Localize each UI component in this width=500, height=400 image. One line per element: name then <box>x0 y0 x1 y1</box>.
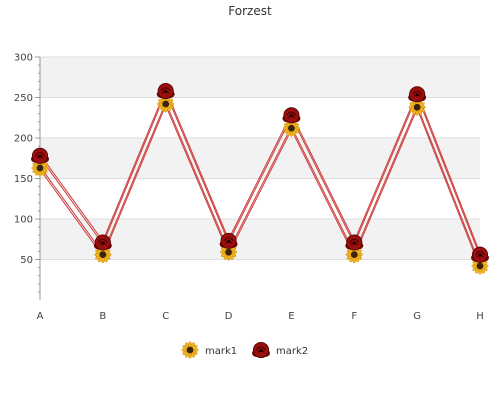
y-tick-label: 150 <box>14 174 33 185</box>
band <box>40 219 480 260</box>
x-tick-label: C <box>162 311 169 322</box>
data-point-mark1-E <box>282 119 300 137</box>
rose-fold <box>160 87 171 92</box>
series-markers <box>31 82 489 275</box>
legend: mark1 mark2 <box>181 341 308 359</box>
rose-core <box>259 348 263 353</box>
rose-core <box>415 93 419 97</box>
sunflower-center <box>350 251 358 258</box>
axes <box>35 56 41 300</box>
rose-fold <box>286 111 297 116</box>
background-bands <box>40 57 480 260</box>
band <box>40 138 480 179</box>
y-tick-label: 50 <box>20 255 33 266</box>
rose-core <box>101 241 105 245</box>
data-point-mark2-G <box>408 86 427 103</box>
legend-label-mark1: mark1 <box>205 346 237 357</box>
rose-core <box>226 239 231 243</box>
rose-fold <box>223 237 234 242</box>
x-tick-label: B <box>99 311 106 322</box>
y-tick-label: 200 <box>14 134 33 145</box>
y-tick-label: 250 <box>14 93 33 104</box>
data-point-mark2-H <box>471 246 489 263</box>
series-line-mark2 <box>39 91 481 257</box>
sunflower-center <box>288 124 295 132</box>
legend-label-mark2: mark2 <box>276 346 308 357</box>
y-tick-label: 100 <box>14 215 33 226</box>
rose-fold <box>97 238 108 243</box>
rose-fold <box>412 90 423 95</box>
rose-core <box>164 89 168 94</box>
rose-core <box>289 114 294 118</box>
rose-core <box>352 241 356 245</box>
sunflower-center <box>186 346 194 354</box>
series-line-mark2 <box>39 88 481 254</box>
y-tick-label: 300 <box>14 53 33 64</box>
series-line-mark1 <box>39 104 481 268</box>
data-point-mark2-F <box>345 234 364 251</box>
x-tick-label: G <box>413 311 421 322</box>
data-point-mark2-C <box>156 82 175 100</box>
rose-fold <box>349 238 360 243</box>
x-axis-ticks: A B C D E F G H <box>37 311 484 322</box>
y-axis-ticks: 50 100 150 200 250 300 <box>14 53 33 267</box>
x-tick-label: D <box>225 311 233 322</box>
rose-core <box>38 154 42 158</box>
sunflower-center <box>162 100 170 108</box>
sunflower-center <box>413 103 421 111</box>
data-point-mark2-D <box>219 232 238 249</box>
rose-fold <box>475 250 485 255</box>
chart-title: Forzest <box>228 4 272 18</box>
rose-fold <box>35 152 45 157</box>
band <box>40 57 480 98</box>
x-tick-label: H <box>476 311 484 322</box>
data-point-mark2-A <box>31 147 49 164</box>
rose-core <box>478 253 482 257</box>
series-lines <box>39 88 481 268</box>
data-point-mark1-F <box>345 246 363 264</box>
sunflower-center <box>476 262 484 270</box>
x-tick-label: E <box>288 311 294 322</box>
rose-icon <box>252 341 270 359</box>
x-tick-label: A <box>37 311 44 322</box>
sunflower-icon <box>181 341 199 359</box>
x-tick-label: F <box>351 311 357 322</box>
sunflower-center <box>225 248 232 256</box>
series-line-mark1 <box>39 101 481 265</box>
data-point-mark2-B <box>93 234 112 251</box>
data-point-mark2-E <box>282 107 301 124</box>
sunflower-center <box>36 164 44 172</box>
sunflower-center <box>99 251 107 258</box>
rose-fold <box>256 346 266 351</box>
data-point-mark1-A <box>31 159 49 177</box>
